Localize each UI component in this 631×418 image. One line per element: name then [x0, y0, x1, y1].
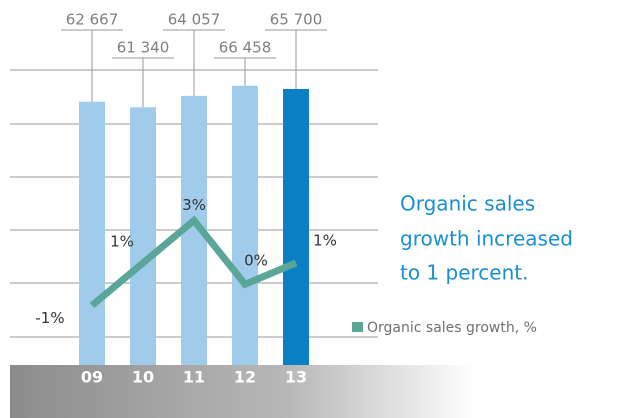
value-label: 61 340 — [117, 39, 170, 57]
value-label: 62 667 — [66, 11, 119, 29]
value-label: 66 458 — [219, 39, 272, 57]
data-label: -1% — [35, 309, 64, 327]
bar — [79, 101, 105, 366]
bar — [130, 107, 156, 365]
annotation: to 1 percent. — [400, 261, 528, 285]
legend-swatch — [352, 322, 363, 332]
data-label: 1% — [313, 231, 337, 249]
x-tick-label: 09 — [81, 368, 103, 387]
data-label: 0% — [244, 252, 268, 270]
data-label: 3% — [182, 196, 206, 214]
axis-band — [10, 365, 631, 418]
value-label: 64 057 — [168, 11, 221, 29]
value-label: 65 700 — [270, 11, 323, 29]
data-label: 1% — [110, 232, 134, 250]
line — [89, 215, 298, 309]
legend-label: Organic sales growth, % — [367, 320, 537, 336]
x-tick-label: 10 — [132, 368, 154, 387]
bar — [232, 85, 258, 365]
x-tick-label: 11 — [183, 368, 205, 387]
bar — [283, 88, 309, 366]
x-tick-label: 13 — [285, 368, 307, 387]
x-tick-label: 12 — [234, 368, 256, 387]
annotation: growth increased — [400, 227, 573, 251]
annotation: Organic sales — [400, 192, 535, 216]
